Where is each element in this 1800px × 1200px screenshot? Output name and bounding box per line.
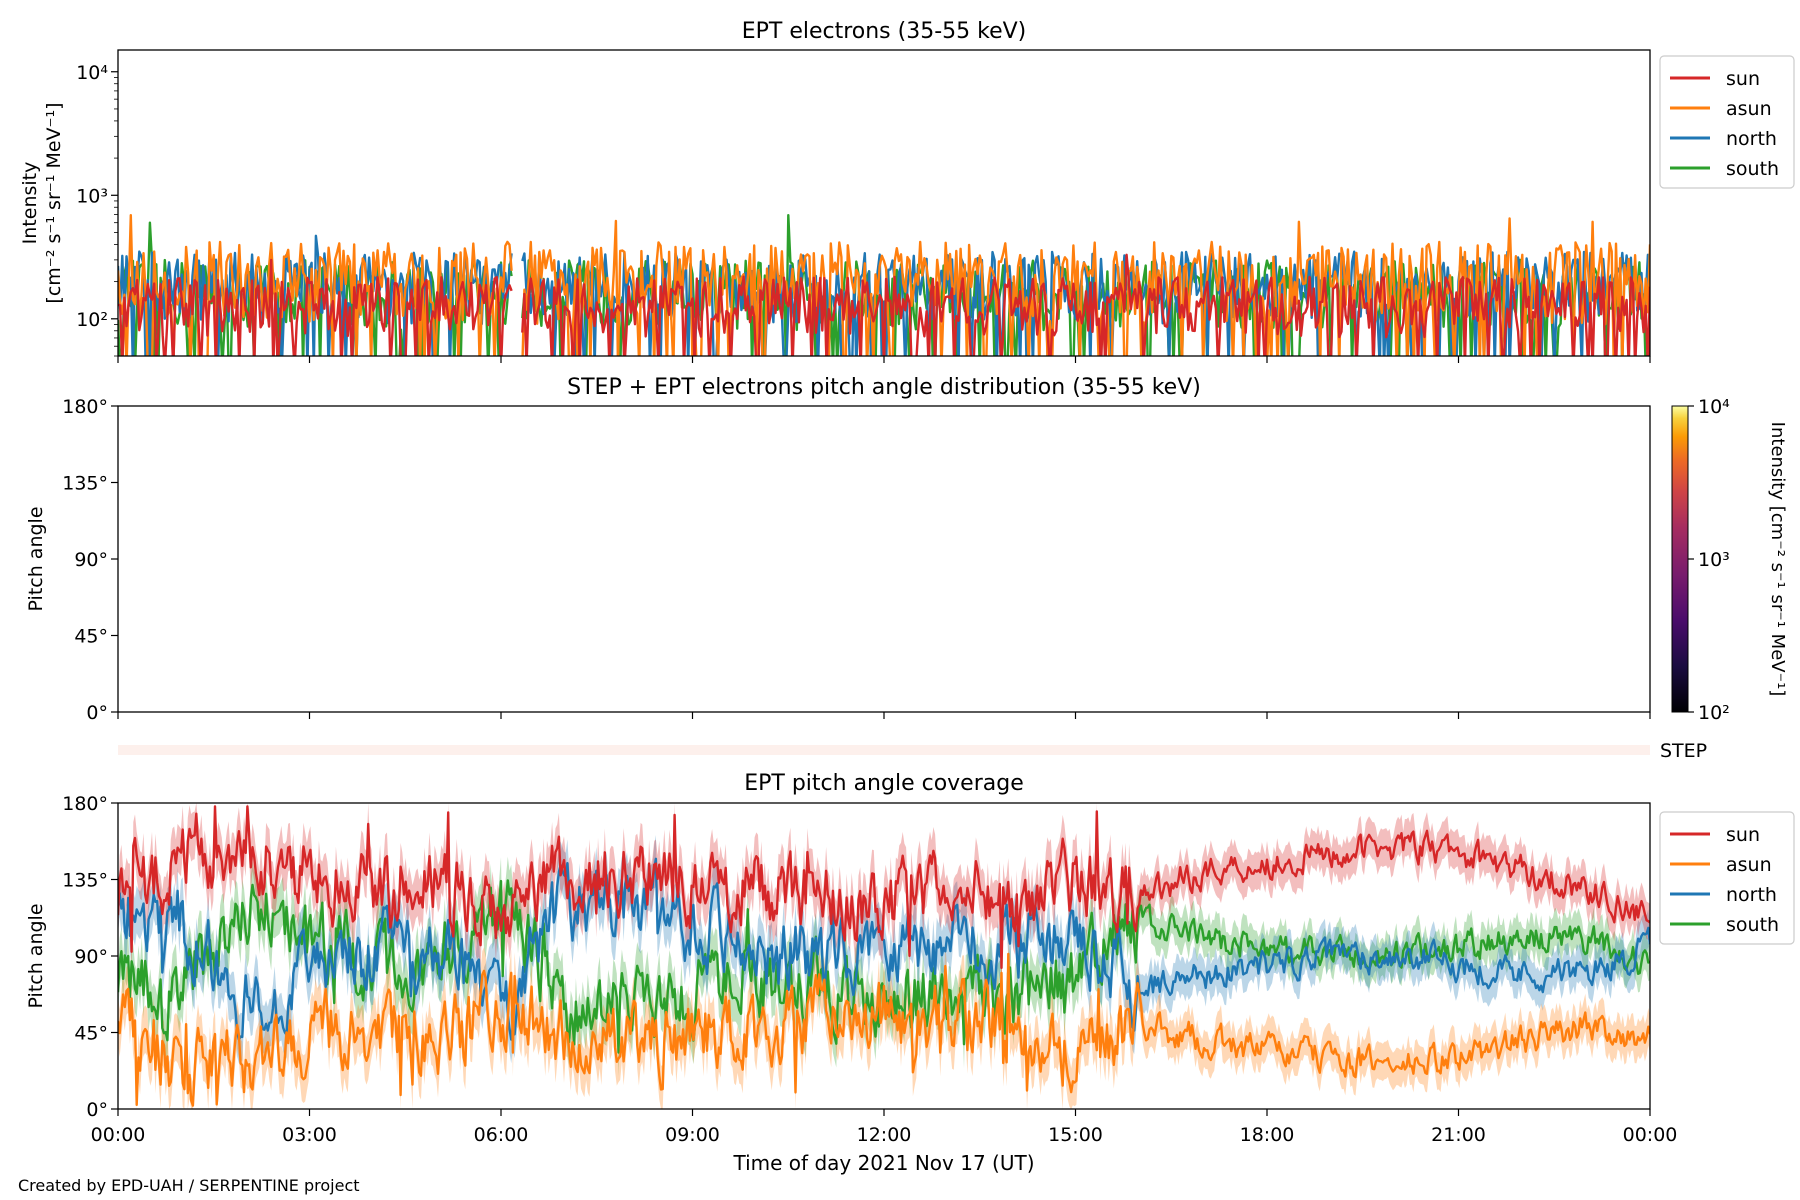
x-tick-label: 06:00 [474, 1124, 529, 1146]
x-ticks: 00:00 03:00 06:00 09:00 12:00 15:00 18:00 21:00… [91, 356, 1678, 1146]
panel1-title: EPT electrons (35-55 keV) [742, 19, 1027, 44]
series-line-asun [118, 952, 1650, 1107]
series-line-asun [118, 214, 1650, 356]
legend-label-south: south [1726, 914, 1779, 936]
y-tick-label: 10³ [76, 185, 108, 207]
y-tick-label: 180° [62, 793, 108, 815]
step-band [118, 745, 1650, 755]
heatmap-cell [1404, 977, 1406, 1109]
x-tick-label: 03:00 [282, 1124, 337, 1146]
colorbar-label: Intensity [cm⁻² s⁻¹ sr⁻¹ MeV⁻¹] [1767, 422, 1788, 697]
panel4-plot [118, 803, 1650, 1109]
x-tick-label: 09:00 [665, 1124, 720, 1146]
legend-label-north: north [1726, 128, 1777, 150]
y-tick-label: 180° [62, 396, 108, 418]
x-tick-label: 00:00 [1623, 1124, 1678, 1146]
heatmap-cell [1463, 973, 1465, 1103]
legend-box [1659, 55, 1795, 189]
panel1-legend: sun asun north south [1659, 55, 1795, 189]
panel1-ylabel-line2: [cm⁻² s⁻¹ sr⁻¹ MeV⁻¹] [43, 102, 65, 303]
y-tick-label: 10⁴ [76, 62, 108, 84]
heatmap-cell [1394, 976, 1396, 1109]
panel4-yticks: 0° 45° 90° 135° 180° [62, 793, 118, 1121]
series-line-sun [118, 805, 1650, 969]
x-axis-label: Time of day 2021 Nov 17 (UT) [733, 1151, 1035, 1175]
panel2-ylabel: Pitch angle [25, 506, 47, 611]
panel4-legend: sun asun north south [1659, 811, 1795, 945]
legend-label-north: north [1726, 884, 1777, 906]
y-tick-label: 45° [74, 626, 108, 648]
y-tick-label: 0° [86, 702, 108, 724]
series-line-north [118, 857, 1650, 1041]
panel1-ylabel-line1: Intensity [19, 162, 41, 245]
panel2-frame [117, 405, 1651, 713]
panel1-plot [118, 214, 1650, 356]
colorbar-ticks: 10² 10³ 10⁴ [1688, 396, 1730, 724]
x-tick-label: 15:00 [1048, 1124, 1103, 1146]
x-tick-label: 12:00 [857, 1124, 912, 1146]
y-tick-label: 0° [86, 1099, 108, 1121]
legend-box [1659, 811, 1795, 945]
y-tick-label: 135° [62, 473, 108, 495]
panel2-title: STEP + EPT electrons pitch angle distrib… [567, 375, 1201, 400]
y-tick-label: 10² [76, 309, 108, 331]
heatmap-cell [1382, 807, 1384, 935]
legend-label-asun: asun [1726, 98, 1772, 120]
footer-credit: Created by EPD-UAH / SERPENTINE project [18, 1176, 360, 1195]
colorbar-tick-label: 10⁴ [1698, 396, 1730, 418]
heatmap-cell [1384, 977, 1386, 1102]
legend-label-sun: sun [1726, 68, 1760, 90]
panel1-ylabel: Intensity [cm⁻² s⁻¹ sr⁻¹ MeV⁻¹] [19, 102, 65, 303]
y-tick-label: 135° [62, 870, 108, 892]
series-line-sun [118, 253, 1650, 356]
x-tick-label: 00:00 [91, 1124, 146, 1146]
legend-label-sun: sun [1726, 824, 1760, 846]
x-tick-label: 18:00 [1240, 1124, 1295, 1146]
y-tick-label: 45° [74, 1023, 108, 1045]
panel2-yticks: 0° 45° 90° 135° 180° [62, 396, 118, 724]
colorbar [1671, 405, 1689, 713]
legend-label-asun: asun [1726, 854, 1772, 876]
panel1-yticks: 10² 10³ 10⁴ [76, 62, 118, 357]
step-label: STEP [1660, 740, 1707, 762]
band-asun [118, 930, 1650, 1109]
panel4-ylabel: Pitch angle [25, 903, 47, 1008]
heatmap-cell [1400, 980, 1402, 1109]
heatmap-cell [1305, 808, 1307, 934]
colorbar-tick-label: 10² [1698, 702, 1730, 724]
colorbar-tick-label: 10³ [1698, 549, 1730, 571]
legend-label-south: south [1726, 158, 1779, 180]
x-tick-label: 21:00 [1431, 1124, 1486, 1146]
panel4-title: EPT pitch angle coverage [744, 771, 1024, 796]
y-tick-label: 90° [74, 946, 108, 968]
heatmap-cell [1420, 976, 1422, 1109]
y-tick-label: 90° [74, 549, 108, 571]
